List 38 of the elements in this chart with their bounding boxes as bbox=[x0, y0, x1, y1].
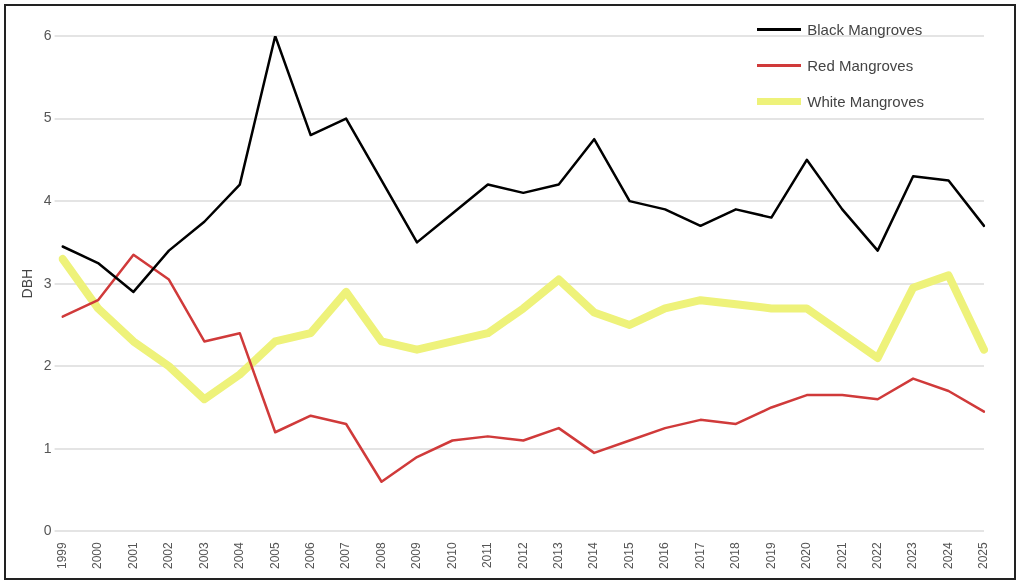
x-tick-label: 2025 bbox=[976, 541, 991, 570]
y-tick-label: 2 bbox=[43, 357, 52, 374]
y-tick-label: 1 bbox=[43, 439, 52, 456]
x-tick-label: 2013 bbox=[551, 541, 566, 570]
x-tick-label: 2015 bbox=[621, 541, 636, 570]
legend-label: Red Mangroves bbox=[807, 56, 914, 74]
y-tick-label: 0 bbox=[43, 522, 52, 539]
x-tick-label: 2018 bbox=[728, 541, 743, 570]
x-tick-label: 2008 bbox=[373, 541, 388, 570]
x-tick-label: 2011 bbox=[480, 541, 495, 569]
x-tick-label: 2022 bbox=[870, 541, 884, 570]
x-tick-label: 2006 bbox=[302, 541, 317, 570]
x-tick-label: 2020 bbox=[799, 541, 814, 570]
x-tick-label: 2014 bbox=[586, 541, 601, 570]
y-axis-title: DBH bbox=[19, 268, 36, 299]
x-tick-label: 2017 bbox=[692, 541, 707, 570]
legend-label: Black Mangroves bbox=[807, 20, 923, 38]
y-tick-label: 3 bbox=[43, 274, 52, 291]
x-tick-label: 2007 bbox=[338, 541, 353, 570]
x-tick-label: 2001 bbox=[125, 541, 140, 570]
legend-label: White Mangroves bbox=[807, 92, 924, 110]
x-tick-label: 2024 bbox=[940, 541, 955, 570]
y-tick-label: 5 bbox=[43, 109, 52, 126]
x-tick-label: 1999 bbox=[54, 541, 69, 570]
y-tick-label: 6 bbox=[43, 26, 52, 43]
y-tick-label: 4 bbox=[43, 191, 52, 208]
x-tick-label: 2004 bbox=[232, 541, 247, 570]
x-tick-label: 2023 bbox=[905, 541, 920, 570]
x-tick-label: 2021 bbox=[834, 541, 849, 570]
x-tick-label: 2019 bbox=[763, 541, 778, 570]
x-tick-label: 2016 bbox=[657, 541, 672, 570]
x-tick-label: 2005 bbox=[267, 541, 282, 570]
x-tick-label: 2010 bbox=[444, 541, 459, 570]
x-tick-label: 2002 bbox=[161, 541, 176, 570]
x-tick-label: 2003 bbox=[196, 541, 211, 570]
x-tick-label: 2009 bbox=[409, 541, 424, 570]
x-tick-label: 2012 bbox=[515, 541, 530, 570]
x-tick-label: 2000 bbox=[90, 541, 105, 570]
